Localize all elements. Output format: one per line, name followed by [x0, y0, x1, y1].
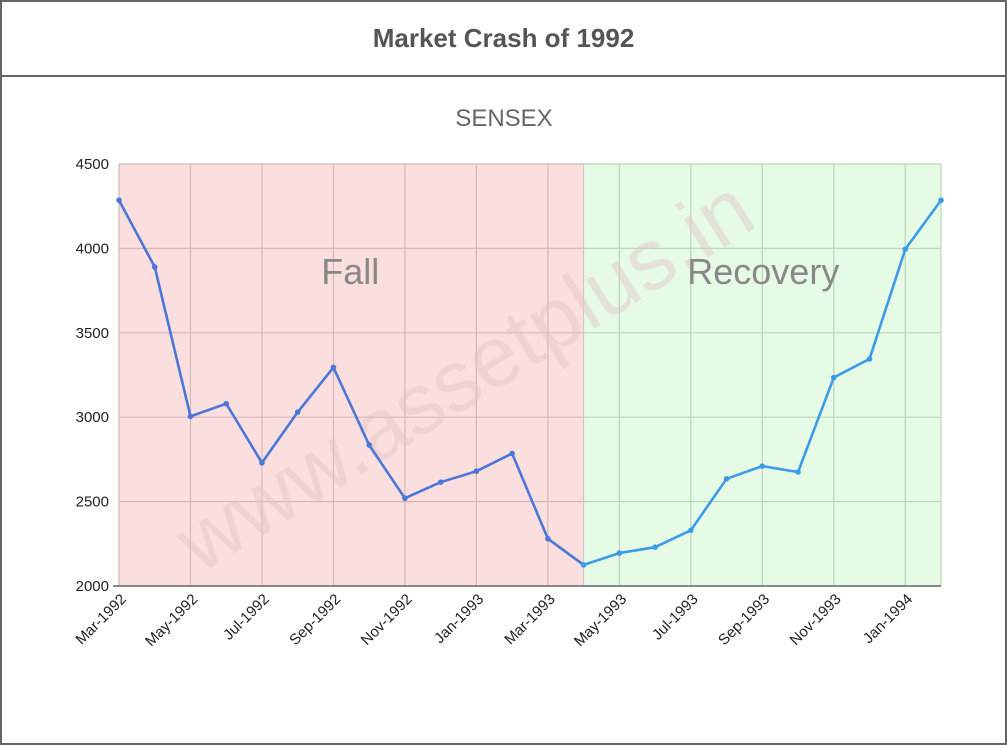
data-point: [938, 197, 944, 204]
line-segment: [725, 464, 764, 481]
data-point: [294, 409, 301, 415]
data-point: [187, 413, 194, 420]
line-segment: [618, 545, 657, 555]
data-point: [580, 562, 587, 568]
data-point: [509, 450, 515, 457]
line-segment: [332, 366, 371, 447]
x-tick-label: Nov-1993: [787, 591, 845, 649]
series-line: [117, 198, 943, 567]
x-tick-label: Jan-1993: [431, 591, 487, 647]
x-tick-label: May-1992: [142, 591, 201, 650]
chart-grid: [113, 163, 942, 587]
data-point: [902, 246, 909, 253]
y-tick-label: 4500: [76, 156, 109, 173]
x-tick-label: Jan-1994: [860, 591, 916, 647]
data-point: [545, 535, 551, 542]
line-segment: [546, 537, 585, 567]
chart-title: SENSEX: [455, 105, 552, 132]
y-tick-label: 2500: [76, 494, 109, 511]
x-tick-label: Nov-1992: [358, 591, 416, 649]
x-tick-label: Jul-1993: [649, 591, 702, 644]
data-point: [330, 364, 337, 371]
y-tick-label: 3500: [76, 325, 109, 342]
line-segment: [367, 443, 407, 500]
line-segment: [832, 357, 871, 379]
x-tick-label: May-1993: [571, 591, 630, 650]
x-tick-label: Sep-1992: [286, 591, 344, 649]
data-point: [366, 442, 372, 448]
line-segment: [582, 551, 621, 567]
line-segment: [224, 402, 264, 465]
data-point: [759, 463, 766, 469]
data-point: [151, 264, 158, 270]
x-tick-label: Mar-1992: [72, 591, 129, 648]
line-segment: [260, 410, 299, 465]
line-segment: [403, 480, 442, 500]
line-segment: [653, 528, 693, 549]
data-point: [223, 400, 230, 407]
line-segment: [903, 198, 943, 251]
data-point: [652, 544, 658, 550]
line-segment: [689, 477, 728, 532]
data-point: [259, 459, 265, 466]
data-point: [402, 495, 408, 502]
region-fall: [119, 164, 584, 586]
line-segment: [868, 247, 907, 361]
region-label-fall: Fall: [321, 251, 379, 292]
y-tick-label: 3000: [76, 409, 109, 426]
chart-header: Market Crash of 1992: [2, 2, 1005, 77]
data-point: [437, 479, 444, 485]
line-segment: [439, 469, 478, 484]
line-segment: [510, 452, 550, 541]
data-point: [116, 197, 122, 204]
x-tick-label: Sep-1993: [715, 591, 773, 649]
line-segment: [117, 198, 157, 269]
data-point: [830, 374, 837, 381]
x-tick-label: Jul-1992: [220, 591, 273, 644]
line-segment: [153, 265, 192, 418]
line-segment: [296, 366, 335, 414]
y-tick-label: 4000: [76, 240, 109, 257]
y-tick-label: 2000: [76, 578, 109, 595]
region-label-recovery: Recovery: [687, 251, 839, 292]
data-point: [866, 356, 873, 362]
line-segment: [761, 464, 800, 474]
line-segment: [796, 376, 836, 474]
x-axis: Mar-1992 May-1992 Jul-1992 Sep-1992 Nov-1992…: [72, 591, 916, 650]
x-tick-label: Mar-1993: [501, 591, 558, 648]
data-point: [688, 527, 694, 534]
line-segment: [189, 402, 228, 418]
region-labels: Fall Recovery: [321, 251, 839, 292]
data-point: [795, 469, 801, 475]
data-point: [723, 476, 730, 482]
y-axis: 2000 2500 3000 3500 4000 4500: [76, 156, 109, 595]
data-point: [616, 550, 623, 556]
header-title: Market Crash of 1992: [372, 23, 635, 53]
data-point: [473, 468, 480, 475]
series-points: [116, 197, 944, 568]
line-segment: [475, 452, 514, 473]
